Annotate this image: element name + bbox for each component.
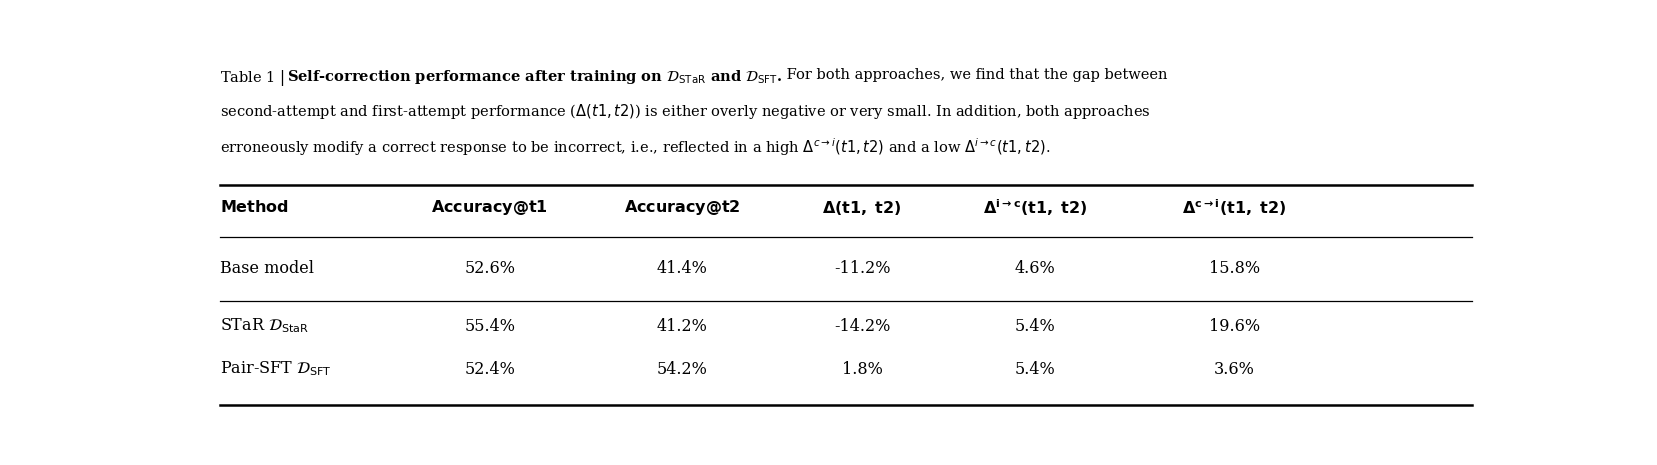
- Text: -11.2%: -11.2%: [833, 260, 890, 277]
- Text: 55.4%: 55.4%: [464, 318, 515, 335]
- Text: 4.6%: 4.6%: [1016, 260, 1056, 277]
- Text: 5.4%: 5.4%: [1016, 318, 1056, 335]
- Text: Table 1 $|$: Table 1 $|$: [220, 68, 287, 88]
- Text: $\mathbf{\Delta^{i \to c}(t1,\ t2)}$: $\mathbf{\Delta^{i \to c}(t1,\ t2)}$: [983, 198, 1087, 219]
- Text: Pair-SFT $\mathcal{D}_{\mathrm{SFT}}$: Pair-SFT $\mathcal{D}_{\mathrm{SFT}}$: [220, 360, 331, 379]
- Text: 41.4%: 41.4%: [656, 260, 708, 277]
- Text: STaR $\mathcal{D}_{\mathrm{StaR}}$: STaR $\mathcal{D}_{\mathrm{StaR}}$: [220, 317, 310, 335]
- Text: erroneously modify a correct response to be incorrect, i.e., reflected in a high: erroneously modify a correct response to…: [220, 136, 1051, 158]
- Text: 19.6%: 19.6%: [1210, 318, 1259, 335]
- Text: 52.4%: 52.4%: [464, 360, 515, 378]
- Text: $\mathbf{\Delta(t1,\ t2)}$: $\mathbf{\Delta(t1,\ t2)}$: [822, 199, 901, 217]
- Text: Base model: Base model: [220, 260, 313, 277]
- Text: $\mathbf{Accuracy@t1}$: $\mathbf{Accuracy@t1}$: [431, 199, 548, 218]
- Text: $\mathbf{Accuracy@t2}$: $\mathbf{Accuracy@t2}$: [625, 199, 741, 218]
- Text: 3.6%: 3.6%: [1215, 360, 1254, 378]
- Text: 15.8%: 15.8%: [1210, 260, 1259, 277]
- Text: 41.2%: 41.2%: [656, 318, 708, 335]
- Text: 52.6%: 52.6%: [464, 260, 515, 277]
- Text: -14.2%: -14.2%: [833, 318, 890, 335]
- Text: $\mathbf{Method}$: $\mathbf{Method}$: [220, 199, 288, 217]
- Text: For both approaches, we find that the gap between: For both approaches, we find that the ga…: [782, 68, 1168, 82]
- Text: $\mathbf{\Delta^{c \to i}(t1,\ t2)}$: $\mathbf{\Delta^{c \to i}(t1,\ t2)}$: [1183, 198, 1286, 219]
- Text: 1.8%: 1.8%: [842, 360, 883, 378]
- Text: second-attempt and first-attempt performance ($\Delta(t1, t2)$) is either overly: second-attempt and first-attempt perform…: [220, 102, 1150, 121]
- Text: 5.4%: 5.4%: [1016, 360, 1056, 378]
- Text: 54.2%: 54.2%: [656, 360, 708, 378]
- Text: Self-correction performance after training on $\mathcal{D}_{\mathrm{STaR}}$ and : Self-correction performance after traini…: [287, 68, 782, 86]
